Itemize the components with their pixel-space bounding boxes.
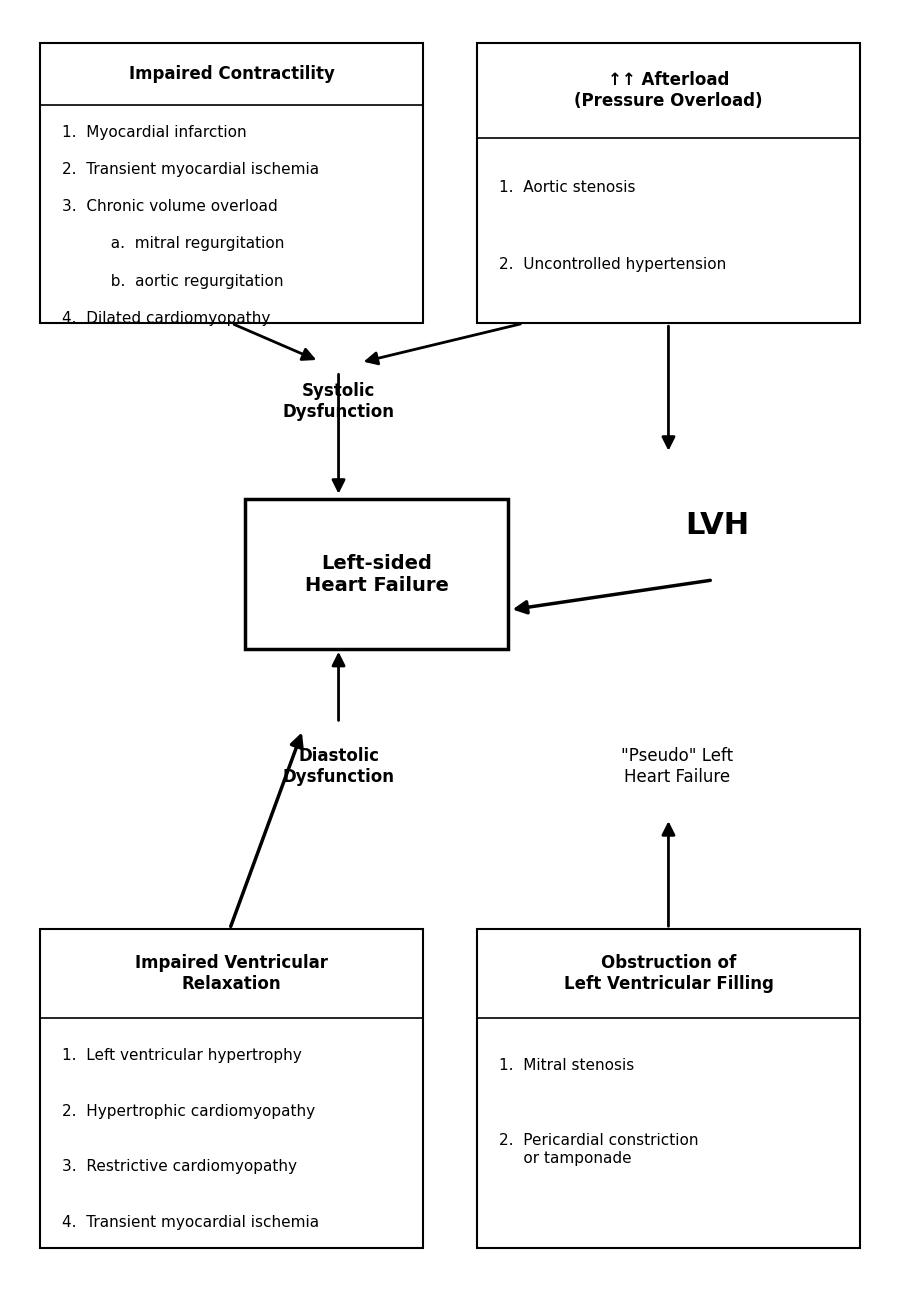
- Bar: [40, 43, 423, 324]
- Text: 2.  Hypertrophic cardiomyopathy: 2. Hypertrophic cardiomyopathy: [62, 1104, 315, 1118]
- Bar: [477, 929, 860, 1248]
- Text: 2.  Transient myocardial ischemia: 2. Transient myocardial ischemia: [62, 163, 320, 177]
- Text: 4.  Dilated cardiomyopathy: 4. Dilated cardiomyopathy: [62, 311, 271, 326]
- Text: 3.  Restrictive cardiomyopathy: 3. Restrictive cardiomyopathy: [62, 1159, 297, 1175]
- Text: Impaired Ventricular
Relaxation: Impaired Ventricular Relaxation: [135, 954, 328, 994]
- Text: 2.  Uncontrolled hypertension: 2. Uncontrolled hypertension: [499, 257, 726, 271]
- Text: 1.  Left ventricular hypertrophy: 1. Left ventricular hypertrophy: [62, 1047, 302, 1063]
- Bar: [40, 929, 423, 1248]
- Text: Systolic
Dysfunction: Systolic Dysfunction: [283, 382, 394, 421]
- Text: 2.  Pericardial constriction
     or tamponade: 2. Pericardial constriction or tamponade: [499, 1133, 698, 1165]
- Text: 1.  Aortic stenosis: 1. Aortic stenosis: [499, 180, 635, 194]
- Text: ↑↑ Afterload
(Pressure Overload): ↑↑ Afterload (Pressure Overload): [574, 72, 762, 110]
- Text: a.  mitral regurgitation: a. mitral regurgitation: [62, 236, 284, 252]
- Text: "Pseudo" Left
Heart Failure: "Pseudo" Left Heart Failure: [621, 747, 734, 785]
- Bar: [245, 499, 508, 649]
- Text: Diastolic
Dysfunction: Diastolic Dysfunction: [283, 747, 394, 785]
- Text: Impaired Contractility: Impaired Contractility: [129, 66, 335, 83]
- Bar: [477, 43, 860, 324]
- Text: 3.  Chronic volume overload: 3. Chronic volume overload: [62, 199, 278, 214]
- Text: 1.  Myocardial infarction: 1. Myocardial infarction: [62, 125, 247, 140]
- Text: 1.  Mitral stenosis: 1. Mitral stenosis: [499, 1058, 634, 1074]
- Text: LVH: LVH: [686, 511, 750, 540]
- Text: Obstruction of
Left Ventricular Filling: Obstruction of Left Ventricular Filling: [563, 954, 773, 994]
- Text: 4.  Transient myocardial ischemia: 4. Transient myocardial ischemia: [62, 1215, 320, 1230]
- Text: Left-sided
Heart Failure: Left-sided Heart Failure: [304, 553, 448, 595]
- Text: b.  aortic regurgitation: b. aortic regurgitation: [62, 274, 284, 288]
